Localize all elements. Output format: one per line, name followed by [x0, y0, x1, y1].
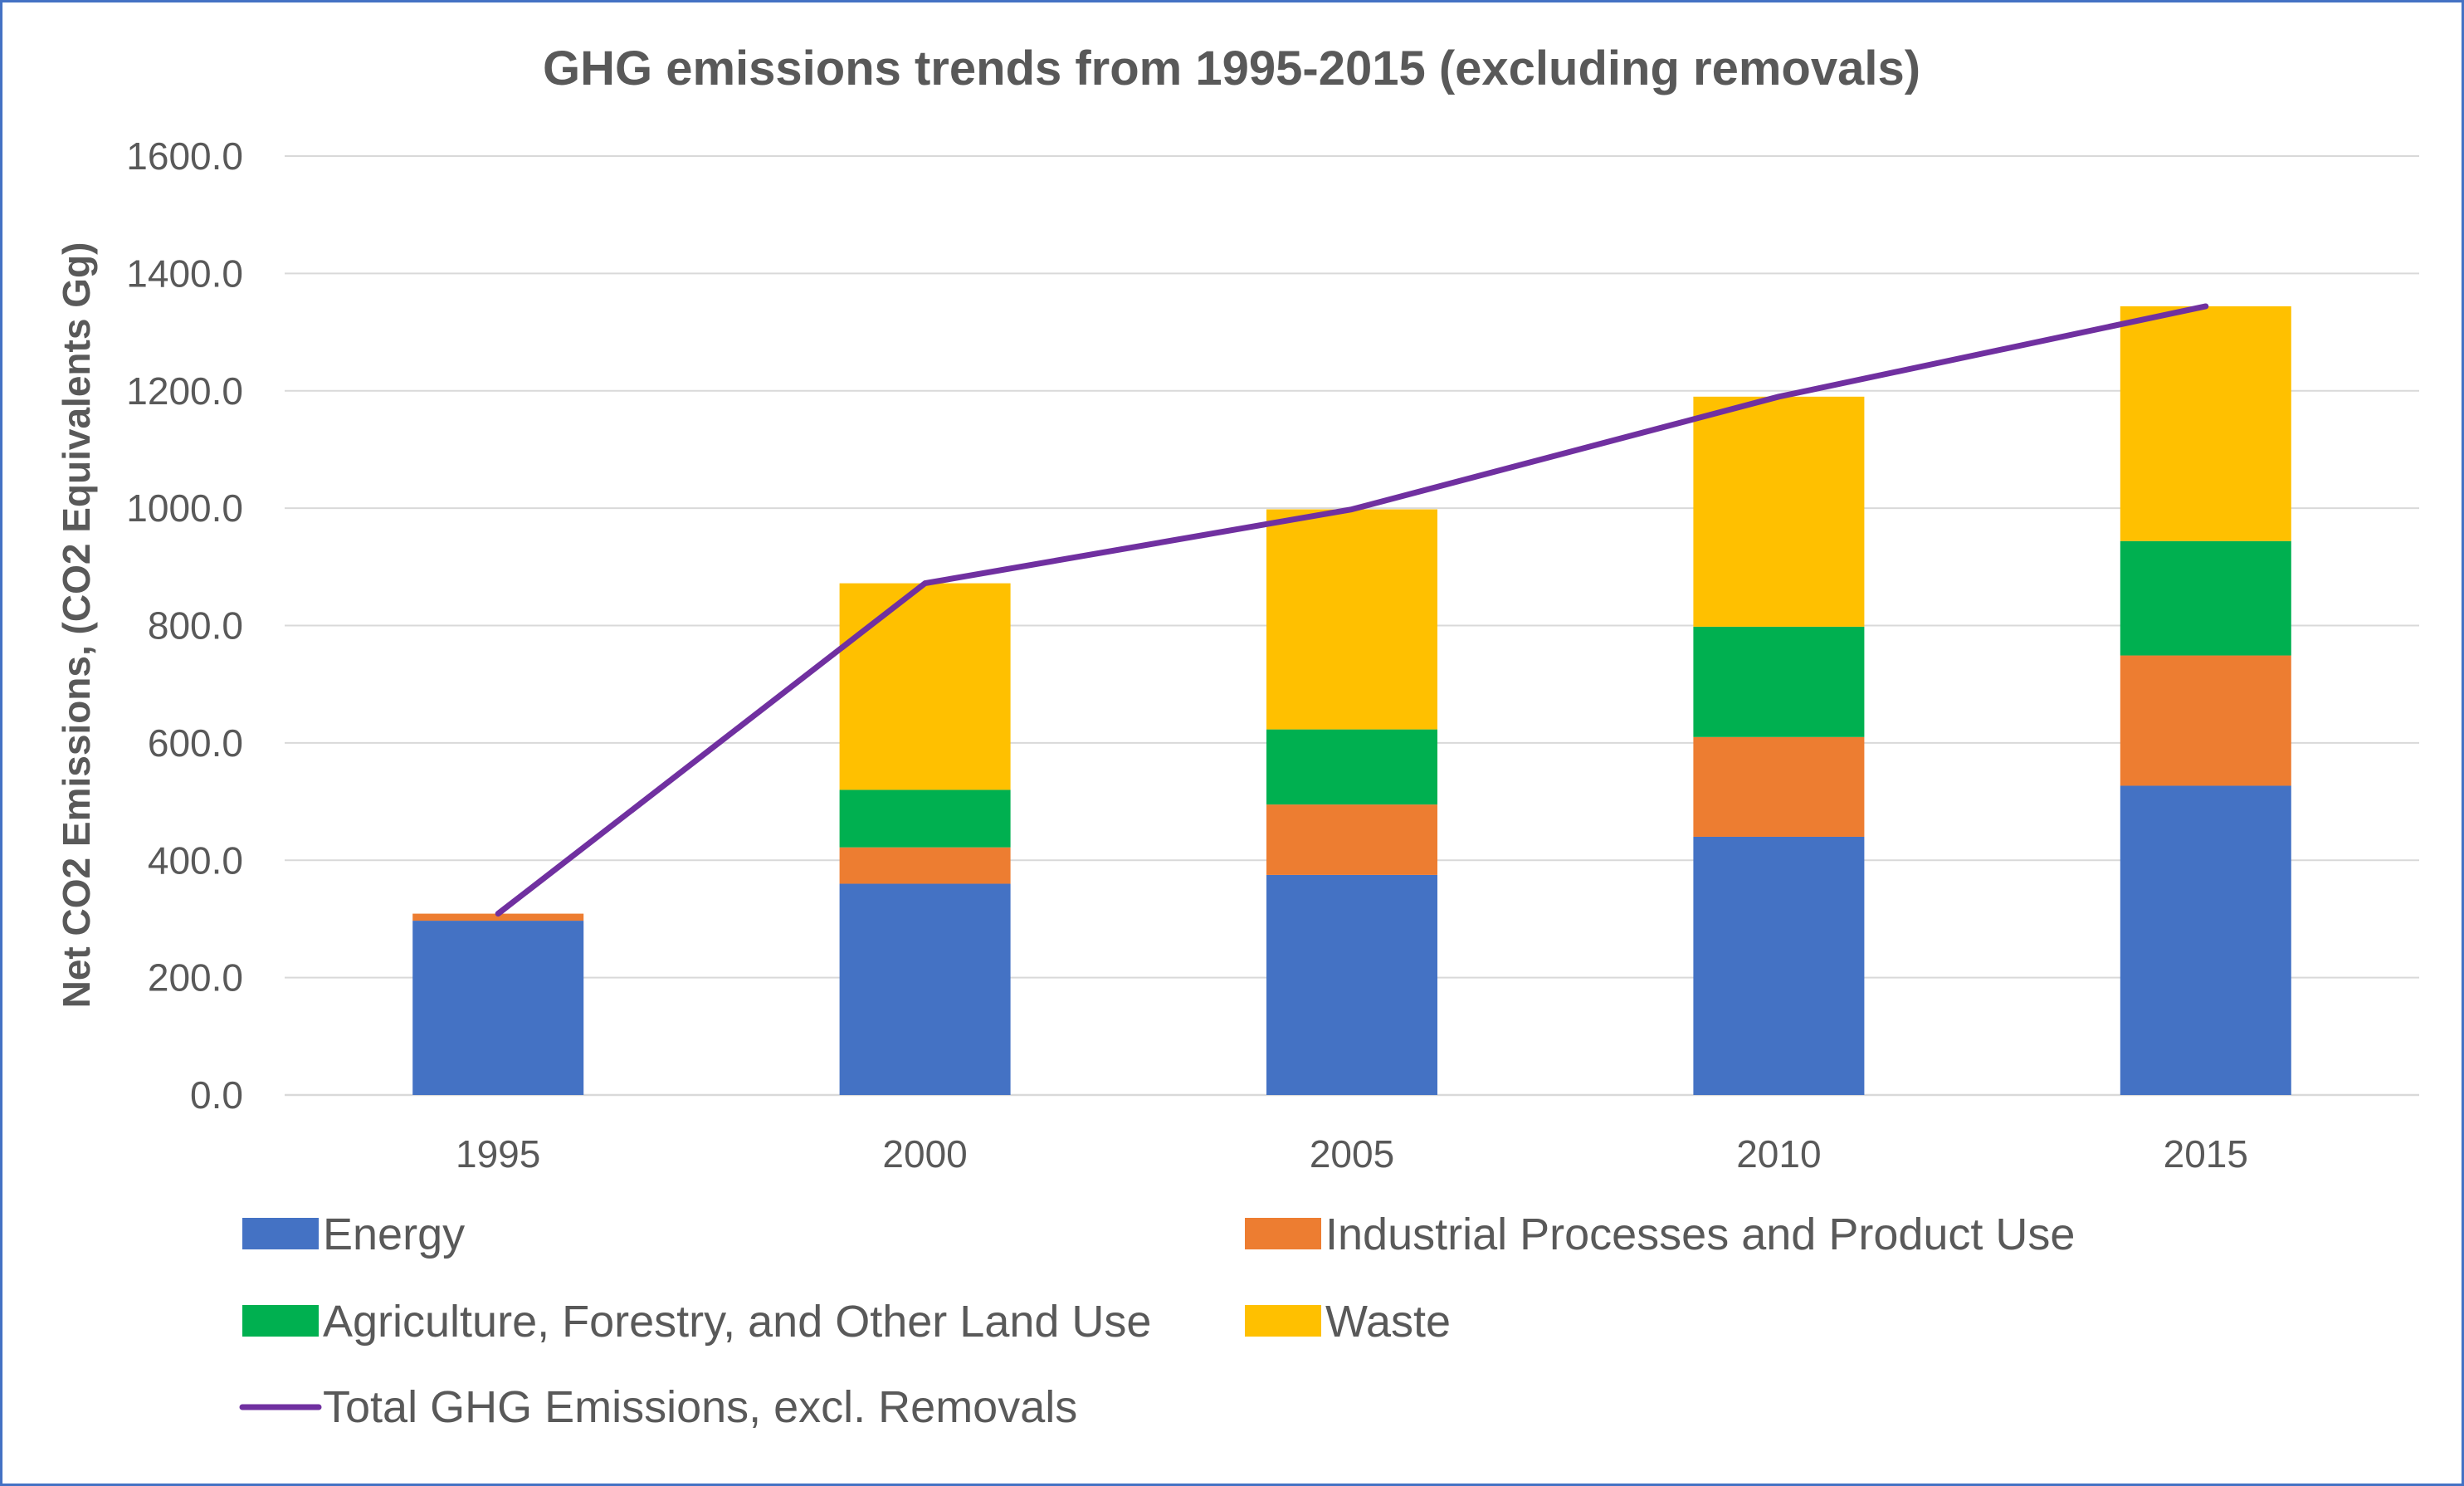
bar-segment	[1266, 804, 1437, 875]
bar-segment	[412, 921, 584, 1095]
bar-segment	[1693, 396, 1865, 627]
x-tick-label: 2010	[1736, 1132, 1821, 1176]
axis-ticks: 0.0 200.0 400.0 600.0 800.0 1000.0 1200.0 1400.…	[126, 134, 2248, 1176]
legend-swatch	[1245, 1218, 1321, 1249]
bar-segment	[839, 583, 1011, 790]
y-tick-label: 800.0	[148, 604, 243, 648]
x-tick-label: 1995	[456, 1132, 540, 1176]
y-tick-label: 200.0	[148, 956, 243, 1000]
legend-label: Agriculture, Forestry, and Other Land Us…	[323, 1297, 1151, 1347]
bar-segment	[1693, 736, 1865, 837]
legend-label: Total GHG Emissions, excl. Removals	[323, 1382, 1077, 1432]
legend-label: Waste	[1325, 1297, 1451, 1347]
y-axis-label: Net CO2 Emissions, (CO2 Equivalents Gg)	[55, 242, 98, 1009]
bar-segment	[412, 913, 584, 921]
bar-segment	[839, 789, 1011, 848]
y-tick-label: 1200.0	[126, 369, 243, 413]
legend-label: Energy	[323, 1210, 465, 1259]
bar-segment	[1266, 874, 1437, 1095]
legend-swatch	[242, 1305, 319, 1337]
bars	[412, 306, 2291, 1095]
y-tick-label: 1600.0	[126, 134, 243, 178]
legend-swatch	[242, 1218, 319, 1249]
y-tick-label: 1000.0	[126, 486, 243, 530]
legend-label: Industrial Processes and Product Use	[1325, 1210, 2075, 1259]
x-tick-label: 2015	[2164, 1132, 2248, 1176]
y-tick-label: 400.0	[148, 838, 243, 882]
x-tick-label: 2005	[1310, 1132, 1394, 1176]
bar-segment	[839, 883, 1011, 1095]
y-tick-label: 0.0	[190, 1073, 243, 1117]
legend-swatch	[1245, 1305, 1321, 1337]
legend: Energy Industrial Processes and Product U…	[239, 1210, 2075, 1432]
bar-segment	[1693, 626, 1865, 737]
chart-title: GHG emissions trends from 1995-2015 (exc…	[543, 42, 1920, 95]
total-line-path	[495, 303, 2209, 917]
bar-segment	[1266, 509, 1437, 730]
bar-segment	[1266, 729, 1437, 805]
bar-segment	[2120, 540, 2291, 656]
bar-segment	[2120, 785, 2291, 1095]
total-line	[495, 303, 2209, 917]
bar-segment	[2120, 655, 2291, 786]
x-tick-label: 2000	[882, 1132, 967, 1176]
bar-segment	[839, 847, 1011, 884]
bar-segment	[2120, 306, 2291, 541]
y-tick-label: 600.0	[148, 721, 243, 765]
y-tick-label: 1400.0	[126, 252, 243, 295]
bar-segment	[1693, 836, 1865, 1095]
